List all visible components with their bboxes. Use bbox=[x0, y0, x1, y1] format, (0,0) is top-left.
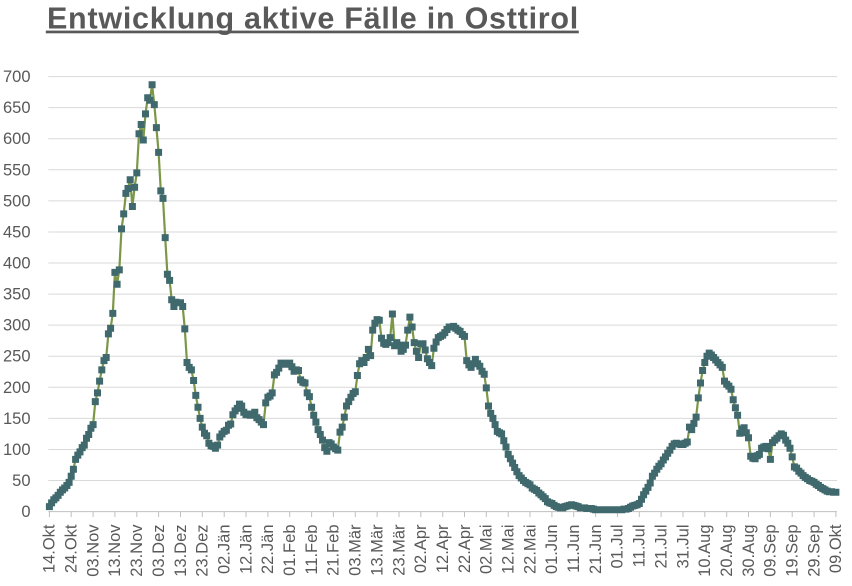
svg-text:01.Feb: 01.Feb bbox=[281, 525, 299, 576]
svg-text:21.Jul: 21.Jul bbox=[652, 525, 670, 569]
svg-text:30.Aug: 30.Aug bbox=[740, 525, 758, 577]
svg-text:100: 100 bbox=[3, 441, 31, 459]
svg-text:24.Okt: 24.Okt bbox=[63, 524, 81, 573]
svg-text:23.Nov: 23.Nov bbox=[128, 524, 146, 577]
svg-text:200: 200 bbox=[3, 379, 31, 397]
svg-text:03.Mär: 03.Mär bbox=[347, 524, 365, 576]
svg-text:11.Jun: 11.Jun bbox=[565, 525, 583, 573]
svg-text:31.Jul: 31.Jul bbox=[674, 525, 692, 569]
svg-text:09.Okt: 09.Okt bbox=[827, 524, 845, 573]
svg-text:22.Apr: 22.Apr bbox=[456, 524, 474, 573]
svg-text:12.Jän: 12.Jän bbox=[237, 525, 255, 575]
svg-text:250: 250 bbox=[3, 348, 31, 366]
svg-text:11.Jul: 11.Jul bbox=[631, 525, 649, 568]
svg-text:14.Okt: 14.Okt bbox=[41, 524, 59, 573]
svg-text:03.Dez: 03.Dez bbox=[150, 525, 168, 577]
svg-text:21.Feb: 21.Feb bbox=[325, 525, 343, 576]
svg-text:23.Mär: 23.Mär bbox=[390, 524, 408, 576]
svg-text:0: 0 bbox=[21, 503, 30, 521]
svg-text:12.Mai: 12.Mai bbox=[500, 525, 518, 575]
svg-text:03.Nov: 03.Nov bbox=[84, 524, 102, 577]
svg-text:11.Feb: 11.Feb bbox=[303, 525, 321, 575]
svg-text:Entwicklung aktive Fälle in Os: Entwicklung aktive Fälle in Osttirol bbox=[47, 1, 579, 35]
svg-text:02.Apr: 02.Apr bbox=[412, 524, 430, 573]
svg-text:400: 400 bbox=[3, 255, 31, 273]
svg-text:13.Nov: 13.Nov bbox=[106, 524, 124, 577]
svg-text:13.Mär: 13.Mär bbox=[368, 524, 386, 576]
svg-text:500: 500 bbox=[3, 192, 31, 210]
svg-text:01.Jun: 01.Jun bbox=[543, 525, 561, 575]
svg-text:29.Sep: 29.Sep bbox=[805, 525, 823, 577]
svg-text:12.Apr: 12.Apr bbox=[434, 524, 452, 573]
svg-text:20.Aug: 20.Aug bbox=[718, 525, 736, 577]
svg-text:600: 600 bbox=[3, 130, 31, 148]
svg-text:550: 550 bbox=[3, 161, 31, 179]
svg-text:13.Dez: 13.Dez bbox=[172, 525, 190, 577]
svg-text:300: 300 bbox=[3, 317, 31, 335]
svg-text:02.Jän: 02.Jän bbox=[216, 525, 234, 575]
svg-text:700: 700 bbox=[3, 68, 31, 86]
svg-text:01.Jul: 01.Jul bbox=[609, 525, 627, 569]
svg-text:09.Sep: 09.Sep bbox=[762, 525, 780, 577]
svg-text:02.Mai: 02.Mai bbox=[478, 525, 496, 575]
svg-text:19.Sep: 19.Sep bbox=[784, 525, 802, 577]
svg-text:22.Mai: 22.Mai bbox=[521, 525, 539, 575]
svg-text:350: 350 bbox=[3, 286, 31, 304]
svg-text:22.Jän: 22.Jän bbox=[259, 525, 277, 575]
svg-text:150: 150 bbox=[3, 410, 31, 428]
svg-text:50: 50 bbox=[12, 472, 30, 490]
svg-text:650: 650 bbox=[3, 99, 31, 117]
svg-text:10.Aug: 10.Aug bbox=[696, 525, 714, 577]
svg-text:23.Dez: 23.Dez bbox=[194, 525, 212, 577]
svg-text:450: 450 bbox=[3, 224, 31, 242]
svg-text:21.Jun: 21.Jun bbox=[587, 525, 605, 575]
